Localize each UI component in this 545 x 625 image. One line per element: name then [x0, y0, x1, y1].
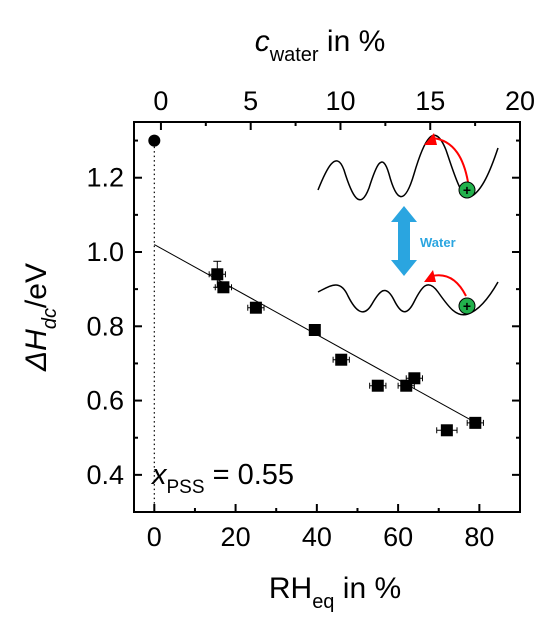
- left-tick-label: 0.6: [86, 386, 124, 416]
- composition-annotation: xPSS = 0.55: [150, 459, 294, 498]
- top-axis-ticks: 0 5 10 15 20: [153, 86, 535, 130]
- water-arrow-label: Water: [420, 235, 456, 250]
- water-arrow: Water: [391, 206, 456, 276]
- bottom-tick-label: 80: [464, 522, 494, 552]
- top-tick-label: 15: [415, 86, 445, 116]
- energy-landscape-dry: +: [317, 133, 499, 201]
- data-points: [148, 134, 484, 437]
- wet-hop-arrow: [431, 274, 467, 297]
- left-axis-ticks: 0.4 0.6 0.8 1.0 1.2: [86, 139, 142, 490]
- left-tick-label: 1.2: [86, 163, 124, 193]
- left-axis-title: ΔHdc/eV: [20, 263, 61, 372]
- dry-hop-arrow: [431, 137, 469, 183]
- right-axis-ticks: [512, 139, 520, 476]
- dry-ion-icon: [458, 181, 476, 199]
- dry-hop-arrowhead: [424, 133, 437, 145]
- bottom-tick-label: 40: [302, 522, 332, 552]
- bottom-axis-title-sub: eq: [312, 591, 334, 613]
- top-tick-label: 20: [505, 86, 535, 116]
- wet-hop-arrowhead: [424, 270, 436, 282]
- left-axis-title-sub: dc: [39, 308, 61, 329]
- data-point-square: [371, 379, 384, 392]
- left-tick-label: 0.8: [86, 311, 124, 341]
- dry-ion-plus-icon: +: [463, 182, 471, 198]
- data-point-square: [469, 416, 482, 429]
- bottom-tick-label: 60: [383, 522, 413, 552]
- wet-potential-curve: [317, 281, 499, 316]
- data-point-square: [217, 281, 230, 294]
- left-tick-label: 0.4: [86, 460, 124, 490]
- left-tick-label: 1.0: [86, 237, 124, 267]
- wet-ion-plus-icon: +: [463, 298, 471, 314]
- top-axis-title: cwater in %: [255, 25, 386, 66]
- data-point-square: [440, 424, 453, 437]
- top-axis-title-sub: water: [269, 44, 319, 66]
- data-point-square: [335, 353, 348, 366]
- data-point-circle: [148, 134, 161, 147]
- water-double-arrow-icon: [391, 206, 417, 276]
- data-point-square: [308, 324, 321, 336]
- top-tick-label: 10: [325, 86, 355, 116]
- top-tick-label: 0: [153, 86, 168, 116]
- bottom-axis-title: RHeq in %: [269, 572, 401, 613]
- bottom-tick-label: 0: [147, 522, 162, 552]
- bottom-axis-ticks: 0 20 40 60 80: [147, 504, 521, 552]
- energy-landscape-wet: +: [317, 270, 499, 316]
- plot-frame: [133, 121, 521, 513]
- data-point-square: [408, 372, 421, 385]
- data-point-square: [211, 268, 224, 281]
- bottom-tick-label: 20: [221, 522, 251, 552]
- wet-ion-icon: [458, 297, 476, 315]
- top-tick-label: 5: [243, 86, 258, 116]
- data-point-square: [249, 301, 262, 314]
